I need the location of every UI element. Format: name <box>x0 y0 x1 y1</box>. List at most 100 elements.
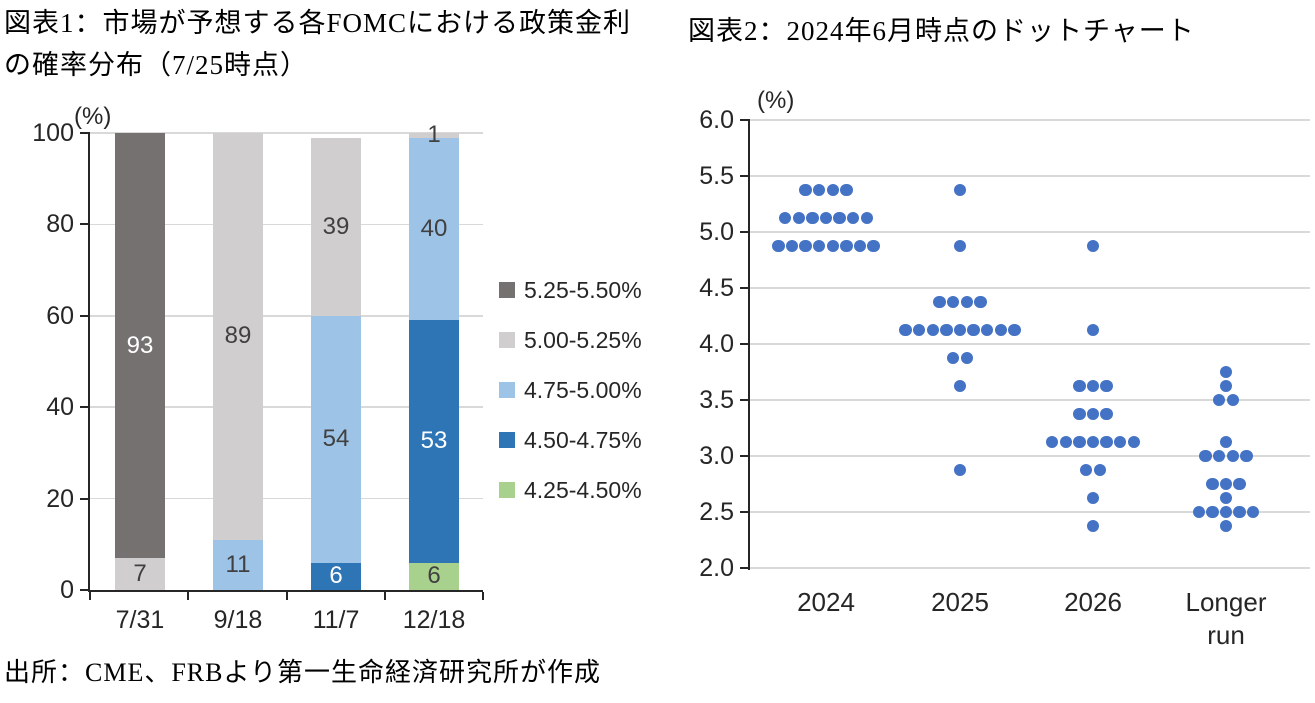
figure2-title: 図表2：2024年6月時点のドットチャート <box>688 16 1195 46</box>
dot <box>1127 435 1141 449</box>
bar-segment-5.00-5.25% <box>115 558 165 590</box>
dot <box>994 323 1008 337</box>
figure2-unit-label: (%) <box>757 87 795 114</box>
dot <box>1219 365 1233 379</box>
x-axis-tick <box>89 592 91 600</box>
y-tick-label: 40 <box>46 393 74 422</box>
dot <box>1226 393 1240 407</box>
y-axis-tick <box>740 287 750 289</box>
bar-segment-4.75-5.00% <box>409 137 459 321</box>
bar-value-label: 6 <box>427 562 441 590</box>
dot <box>853 239 867 253</box>
dot <box>833 211 846 225</box>
dot <box>1219 379 1233 393</box>
dot <box>867 239 880 253</box>
y-axis-tick <box>80 314 90 317</box>
dot <box>1086 519 1100 533</box>
bar-value-label: 6 <box>329 562 343 590</box>
dot <box>840 183 853 197</box>
legend-item: 4.75-5.00% <box>499 377 642 403</box>
bar-value-label: 54 <box>322 425 350 453</box>
y-gridline <box>90 223 483 226</box>
bar-value-label: 1 <box>427 121 441 149</box>
dot <box>946 351 960 365</box>
x-axis-tick <box>482 592 484 600</box>
legend-item: 5.00-5.25% <box>499 327 642 353</box>
legend-swatch <box>499 482 515 498</box>
figure1-title: 図表1：市場が予想する各FOMCにおける政策金利 の確率分布（7/25時点） <box>4 2 631 86</box>
y-tick-label: 4.5 <box>699 274 734 302</box>
y-tick-label: 5.0 <box>699 218 734 246</box>
y-tick-label: 80 <box>46 210 74 239</box>
dot <box>953 379 967 393</box>
dot <box>967 323 980 337</box>
legend-item: 4.50-4.75% <box>499 427 642 453</box>
bar-segment-5.00-5.25% <box>311 137 361 316</box>
dot <box>1113 435 1127 449</box>
y-tick-label: 20 <box>46 484 74 513</box>
dot <box>1219 435 1233 449</box>
bar-value-label: 40 <box>420 214 448 242</box>
y-gridline <box>750 343 1310 345</box>
x-tick-label: 11/7 <box>312 606 360 634</box>
dot <box>826 239 840 253</box>
bar-segment-4.75-5.00% <box>311 315 361 563</box>
x-axis-tick <box>383 592 386 600</box>
dot <box>826 183 840 197</box>
dot <box>1073 407 1086 421</box>
dot <box>812 183 826 197</box>
y-axis-line <box>748 119 750 570</box>
y-gridline <box>90 315 483 317</box>
figure1-title-line1: 図表1：市場が予想する各FOMCにおける政策金利 <box>4 8 632 38</box>
dot <box>912 323 926 337</box>
legend-item: 5.25-5.50% <box>499 277 642 303</box>
dot <box>1086 323 1100 337</box>
dot <box>1233 477 1246 491</box>
dot <box>1100 435 1113 449</box>
dot <box>899 323 912 337</box>
dot <box>772 239 785 253</box>
bar-value-label: 53 <box>420 427 448 455</box>
y-gridline <box>750 455 1310 457</box>
dot <box>946 295 960 309</box>
dot <box>980 323 994 337</box>
dot <box>940 323 953 337</box>
dot <box>1206 505 1219 519</box>
dot <box>1086 239 1100 253</box>
bar-segment-4.50-4.75% <box>409 320 459 563</box>
x-tick-label: 7/31 <box>115 606 165 634</box>
dot <box>974 295 987 309</box>
dot <box>1226 449 1240 463</box>
bar-value-label: 39 <box>322 212 350 240</box>
dot <box>1073 435 1086 449</box>
dot <box>799 239 812 253</box>
figure1-unit-label: (%) <box>74 103 112 130</box>
source-note: 出所：CME、FRBより第一生命経済研究所が作成 <box>4 658 601 687</box>
y-axis-tick <box>80 589 90 591</box>
dot <box>960 295 974 309</box>
dot <box>953 463 967 477</box>
x-tick-label: 2026 <box>1064 587 1122 617</box>
y-tick-label: 2.0 <box>699 554 734 582</box>
bar-segment-5.25-5.50% <box>115 133 165 558</box>
dot <box>953 239 967 253</box>
x-axis-tick <box>187 592 190 600</box>
dot <box>860 211 874 225</box>
y-tick-label: 5.5 <box>699 162 734 190</box>
dot <box>806 211 819 225</box>
x-tick-label: Longer run <box>1185 587 1267 650</box>
x-tick-label: 12/18 <box>402 606 466 634</box>
x-axis-line <box>90 590 483 592</box>
x-axis-tick <box>285 592 288 600</box>
dot <box>1219 505 1233 519</box>
legend-label: 5.25-5.50% <box>524 276 642 303</box>
y-tick-label: 0 <box>60 576 74 604</box>
y-gridline <box>750 287 1310 289</box>
dot <box>1073 379 1086 393</box>
y-gridline <box>90 406 483 408</box>
legend-label: 5.00-5.25% <box>524 326 642 353</box>
y-tick-label: 4.0 <box>699 330 734 358</box>
legend-swatch <box>499 382 515 398</box>
bar-value-label: 93 <box>126 331 154 359</box>
